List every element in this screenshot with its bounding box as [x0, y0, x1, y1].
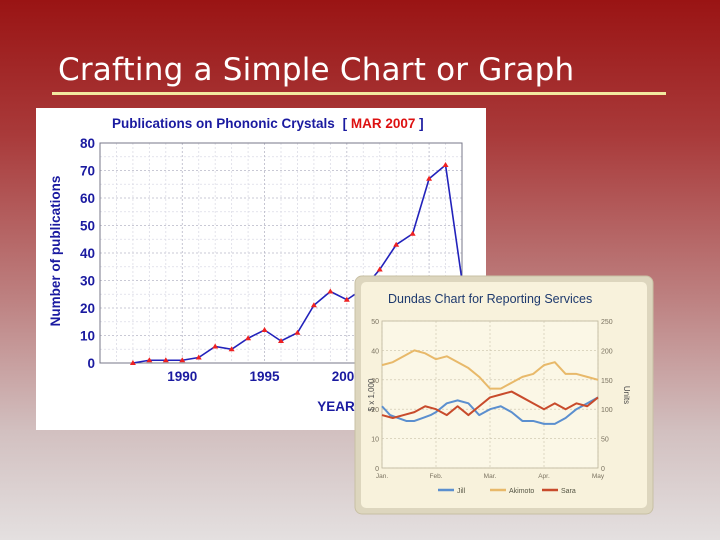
- chart1-data-point: [327, 288, 334, 294]
- chart1-data-point: [409, 230, 416, 236]
- publications-chart: Publications on Phononic Crystals [ MAR …: [36, 108, 486, 430]
- chart1-title-bracket-close: ]: [419, 116, 424, 131]
- chart1-y-tick-label: 70: [80, 164, 95, 179]
- chart2-title: Dundas Chart for Reporting Services: [388, 292, 592, 306]
- chart2-series-sara: [381, 390, 599, 420]
- chart1-data-point: [261, 327, 268, 332]
- chart1-y-tick-label: 30: [80, 274, 95, 289]
- chart1-data-point: [278, 338, 284, 343]
- chart1-data-point: [228, 346, 235, 352]
- chart2-left-tick-label: 40: [371, 348, 379, 355]
- chart2-x-tick-label: Jan.: [376, 473, 388, 480]
- chart1-data-point: [393, 241, 400, 247]
- chart1-data-point: [179, 357, 186, 363]
- chart1-data-point: [212, 343, 219, 349]
- chart1-y-axis-label: Number of publications: [48, 176, 63, 327]
- chart2-right-tick-label: 150: [601, 378, 613, 385]
- chart2-left-tick-label: 20: [371, 407, 379, 414]
- chart1-x-tick-label: 1995: [250, 369, 281, 384]
- title-underline: [52, 92, 666, 95]
- chart1-x-tick-label: 1990: [167, 369, 197, 384]
- chart2-series-jill: [381, 396, 599, 425]
- chart2-x-tick-label: Apr.: [538, 473, 550, 480]
- chart1-y-tick-label: 50: [80, 219, 95, 234]
- dundas-chart: Dundas Chart for Reporting Services $ x …: [354, 275, 654, 515]
- chart1-title-highlight: MAR 2007: [351, 116, 416, 131]
- chart2-left-tick-label: 0: [375, 466, 379, 473]
- chart2-left-tick-label: 10: [371, 437, 379, 444]
- chart1-data-point: [129, 360, 136, 365]
- chart2-x-tick-label: Mar.: [484, 473, 497, 480]
- chart2-left-tick-label: 50: [371, 319, 379, 326]
- chart1-y-tick-label: 10: [80, 329, 95, 344]
- chart2-left-tick-label: 30: [371, 378, 379, 385]
- chart1-data-point: [146, 357, 153, 363]
- chart2-legend-label: Akimoto: [509, 488, 534, 495]
- chart2-right-tick-label: 250: [601, 319, 613, 326]
- chart1-data-point: [426, 175, 433, 181]
- chart2-right-tick-label: 100: [601, 407, 613, 414]
- slide-title: Crafting a Simple Chart or Graph: [58, 52, 575, 88]
- svg-text:Publications on Phononic Cryst: Publications on Phononic Crystals [ MAR …: [112, 116, 424, 131]
- chart1-data-point: [294, 329, 301, 335]
- chart1-y-tick-label: 40: [80, 246, 95, 261]
- chart2-right-axis-label: Units: [622, 386, 631, 404]
- chart1-data-point: [310, 302, 317, 308]
- chart1-y-tick-label: 20: [80, 301, 95, 316]
- chart2-legend-label: Jill: [457, 488, 466, 495]
- chart1-plot-border: [99, 142, 463, 364]
- chart2-x-tick-label: Feb.: [429, 473, 442, 480]
- chart1-title: Publications on Phononic Crystals: [112, 116, 335, 131]
- chart1-title-bracket-open: [: [343, 116, 348, 131]
- chart1-data-point: [343, 296, 350, 302]
- chart1-x-tick-label: 2000: [332, 369, 362, 384]
- chart1-y-tick-label: 80: [80, 136, 95, 151]
- chart2-right-tick-label: 0: [601, 466, 605, 473]
- chart1-data-point: [376, 266, 383, 272]
- chart1-data-point: [245, 335, 252, 341]
- chart1-y-tick-label: 60: [80, 191, 95, 206]
- chart1-y-tick-label: 0: [87, 356, 95, 371]
- chart1-data-point: [442, 162, 449, 167]
- chart2-series-akimoto: [381, 349, 599, 390]
- chart2-x-tick-label: May: [592, 473, 605, 480]
- chart2-right-tick-label: 200: [601, 348, 613, 355]
- dundas-chart-svg: Dundas Chart for Reporting Services $ x …: [354, 275, 654, 515]
- chart2-right-tick-label: 50: [601, 437, 609, 444]
- chart1-x-axis-label: YEAR: [317, 399, 355, 414]
- chart2-legend-label: Sara: [561, 488, 576, 495]
- chart2-left-axis-label: $ x 1,000: [367, 378, 376, 411]
- chart1-data-point: [195, 354, 202, 360]
- chart1-data-point: [162, 357, 169, 363]
